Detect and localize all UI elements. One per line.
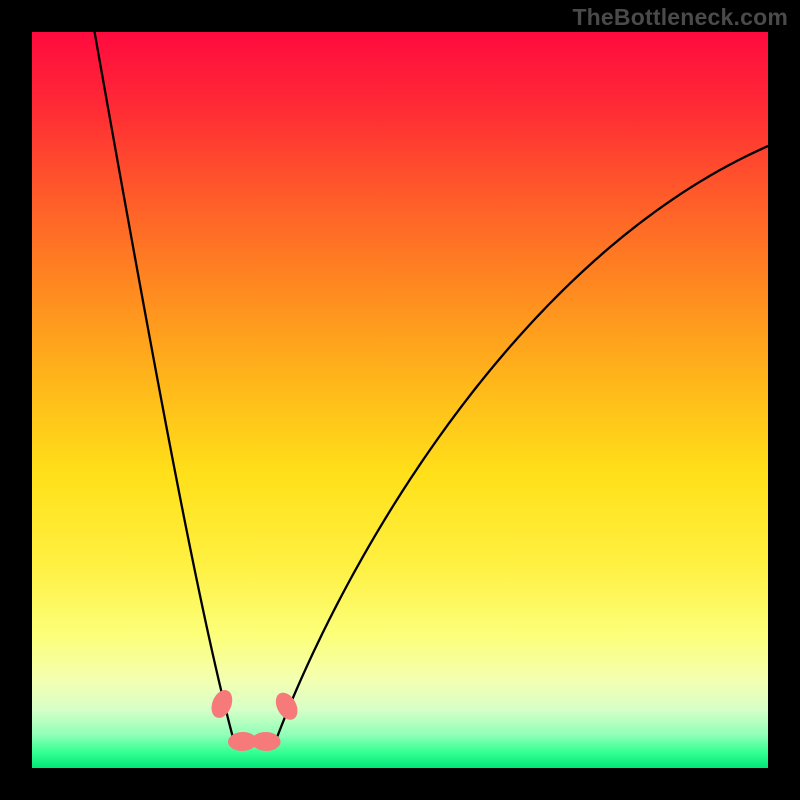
data-markers xyxy=(32,32,768,768)
watermark-text: TheBottleneck.com xyxy=(572,4,788,31)
plot-area xyxy=(32,32,768,768)
data-marker xyxy=(208,688,235,721)
data-marker xyxy=(272,690,301,723)
data-marker xyxy=(252,732,281,751)
